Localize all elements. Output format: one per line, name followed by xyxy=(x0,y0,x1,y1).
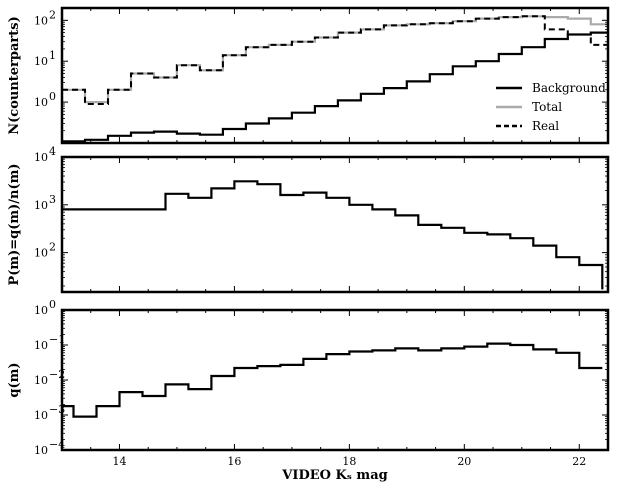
y-axis-label: N(counterparts) xyxy=(7,16,22,135)
y-tick-exponent: 2 xyxy=(49,241,56,254)
series-line-total xyxy=(62,15,608,104)
x-tick-label: 14 xyxy=(112,455,126,468)
legend-label-total: Total xyxy=(532,100,562,114)
x-tick-label: 16 xyxy=(227,455,241,468)
y-axis-label: q(m) xyxy=(7,362,22,397)
x-axis-label: VIDEO Kₛ mag xyxy=(281,468,387,483)
y-tick-label: 10 xyxy=(34,374,48,387)
series-line-p2-0 xyxy=(62,342,603,418)
y-tick-label: 10 xyxy=(34,14,48,27)
y-axis-label: P(m)=q(m)/n(m) xyxy=(7,163,22,285)
y-tick-label: 10 xyxy=(34,247,48,260)
x-tick-label: 20 xyxy=(457,455,471,468)
y-tick-label: 10 xyxy=(34,304,48,317)
y-tick-exponent: 2 xyxy=(49,8,56,21)
y-tick-label: 10 xyxy=(34,96,48,109)
series-line-real xyxy=(62,15,608,105)
y-tick-exponent: −2 xyxy=(49,368,65,381)
y-tick-label: 10 xyxy=(34,199,48,212)
y-tick-exponent: −3 xyxy=(49,403,65,416)
y-tick-exponent: 3 xyxy=(49,193,56,206)
y-tick-exponent: −1 xyxy=(49,333,65,346)
y-tick-exponent: 0 xyxy=(49,90,56,103)
y-tick-exponent: 0 xyxy=(49,298,56,311)
legend-label-real: Real xyxy=(532,119,559,133)
plot-frame xyxy=(60,6,610,145)
series-line-p1-0 xyxy=(62,180,604,290)
x-tick-label: 18 xyxy=(342,455,356,468)
x-tick-label: 22 xyxy=(572,455,586,468)
y-tick-exponent: 1 xyxy=(49,49,56,62)
y-tick-label: 10 xyxy=(34,444,48,457)
y-tick-label: 10 xyxy=(34,55,48,68)
plot-frame xyxy=(60,155,610,294)
y-tick-exponent: −4 xyxy=(49,438,65,451)
series-line-background xyxy=(62,31,608,143)
legend-label-background: Background xyxy=(532,81,606,95)
y-tick-exponent: 4 xyxy=(49,145,56,158)
plot-frame xyxy=(60,308,610,452)
y-tick-label: 10 xyxy=(34,151,48,164)
y-tick-label: 10 xyxy=(34,339,48,352)
y-tick-label: 10 xyxy=(34,409,48,422)
